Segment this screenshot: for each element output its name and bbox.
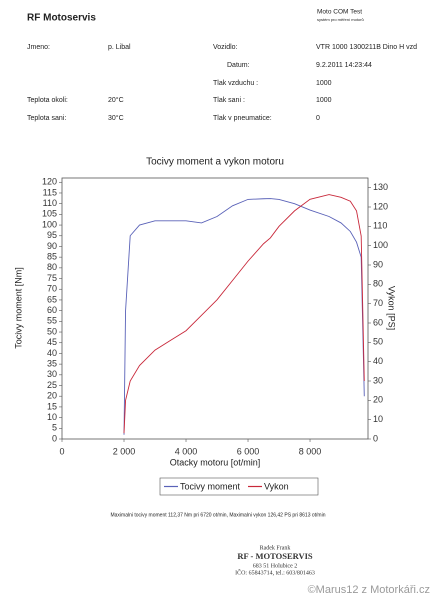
program: Moto COM Test <box>317 9 362 16</box>
y2-tick-label: 30 <box>373 375 383 385</box>
field-label: Datum: <box>227 62 250 69</box>
y-tick-label: 75 <box>47 273 57 283</box>
y-tick-label: 30 <box>47 369 57 379</box>
field-label: Teplota okoli: <box>27 97 68 104</box>
y-tick-label: 40 <box>47 348 57 358</box>
company: RF Motoservis <box>27 13 96 24</box>
y-tick-label: 85 <box>47 252 57 262</box>
y2-tick-label: 110 <box>373 221 387 231</box>
field-label: Tlak vzduchu : <box>213 80 258 87</box>
y-tick-label: 90 <box>47 241 57 251</box>
x-tick-label: 4 000 <box>175 446 198 456</box>
y2-tick-label: 90 <box>373 259 383 269</box>
field-value: 30°C <box>108 114 124 122</box>
field-value: VTR 1000 1300211B Dino H vzd <box>316 44 417 51</box>
y2-tick-label: 80 <box>373 279 383 289</box>
y2-tick-label: 40 <box>373 356 383 366</box>
y2-axis-label: Vykon [PS] <box>387 286 397 330</box>
y-tick-label: 65 <box>47 294 57 304</box>
x-tick-label: 8 000 <box>299 446 322 456</box>
y-tick-label: 45 <box>47 337 57 347</box>
y-tick-label: 105 <box>42 209 57 219</box>
y-tick-label: 35 <box>47 358 57 368</box>
x-tick-label: 0 <box>59 446 64 456</box>
field-value: 1000 <box>316 97 332 104</box>
y-tick-label: 70 <box>47 284 57 294</box>
stamp-line: Radek Frank <box>260 545 291 551</box>
legend-label: Vykon <box>264 481 289 491</box>
y-tick-label: 15 <box>47 401 57 411</box>
field-label: Jmeno: <box>27 44 50 51</box>
field-label: Teplota sani: <box>27 115 66 122</box>
y-tick-label: 0 <box>52 433 57 443</box>
y-tick-label: 50 <box>47 326 57 336</box>
y2-tick-label: 120 <box>373 201 388 211</box>
x-axis-label: Otacky motoru [ot/min] <box>170 457 261 467</box>
y-tick-label: 120 <box>42 177 57 187</box>
field-value: 9.2.2011 14:23:44 <box>316 62 372 69</box>
y-tick-label: 5 <box>52 423 57 433</box>
summary: Maximalni tocivy moment 112,37 Nm pri 67… <box>110 512 325 518</box>
program-subtitle: systém pro měření motorů <box>317 17 364 22</box>
y-tick-label: 10 <box>47 412 57 422</box>
y-tick-label: 20 <box>47 391 57 401</box>
y-tick-label: 100 <box>42 219 57 229</box>
field-value: 20°C <box>108 96 124 104</box>
y2-tick-label: 70 <box>373 298 383 308</box>
field-label: Vozidlo: <box>213 44 238 51</box>
x-tick-label: 6 000 <box>237 446 260 456</box>
field-label: Tlak v pneumatice: <box>213 115 272 122</box>
legend <box>159 477 319 496</box>
field-label: Tlak sani : <box>213 97 245 104</box>
series-line <box>123 194 365 434</box>
y2-tick-label: 0 <box>373 433 378 443</box>
y-tick-label: 95 <box>47 230 57 240</box>
series-line <box>123 198 365 435</box>
legend-label: Tocivy moment <box>180 481 241 491</box>
field-value: 1000 <box>316 80 332 87</box>
stamp-line: IČO: 65843714, tel.: 603/801463 <box>235 568 315 576</box>
field-value: 0 <box>316 115 320 122</box>
y2-tick-label: 10 <box>373 414 383 424</box>
y2-tick-label: 50 <box>373 337 383 347</box>
y2-tick-label: 100 <box>373 240 388 250</box>
chart-title: Tocivy moment a vykon motoru <box>146 157 284 168</box>
plot-frame <box>61 177 369 440</box>
y2-tick-label: 60 <box>373 317 383 327</box>
y-tick-label: 55 <box>47 316 57 326</box>
y-tick-label: 60 <box>47 305 57 315</box>
y-tick-label: 110 <box>43 198 57 208</box>
y-tick-label: 115 <box>43 187 57 197</box>
field-value: p. Libal <box>108 44 131 51</box>
stamp-line: RF - MOTOSERVIS <box>237 551 313 561</box>
watermark: ©Marus12 z Motorkáři.cz <box>308 584 430 596</box>
y2-tick-label: 130 <box>373 182 388 192</box>
x-tick-label: 2 000 <box>113 446 136 456</box>
y2-tick-label: 20 <box>373 395 383 405</box>
y-tick-label: 25 <box>47 380 57 390</box>
stamp-line: 683 51 Holubice 2 <box>253 563 298 569</box>
y-axis-label: Tocivy moment [Nm] <box>13 267 23 349</box>
y-tick-label: 80 <box>47 262 57 272</box>
